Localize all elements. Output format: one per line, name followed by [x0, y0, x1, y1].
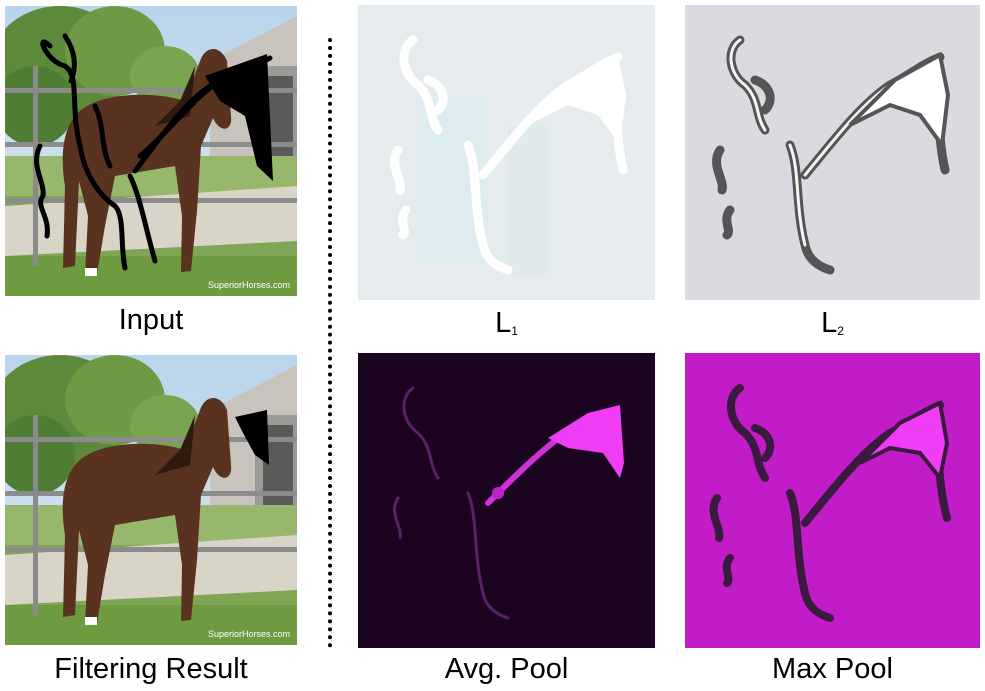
- dotted-divider: [328, 38, 332, 648]
- caption-avg-pool: Avg. Pool: [444, 653, 569, 685]
- caption-l2-letter: L: [821, 307, 838, 339]
- watermark-text-2: SuperiorHorses.com: [208, 629, 290, 639]
- filtering-result-photo: SuperiorHorses.com: [5, 355, 297, 645]
- caption-l2: L2: [685, 306, 980, 345]
- input-photo: SuperiorHorses.com: [5, 6, 297, 296]
- caption-input: Input: [118, 304, 184, 336]
- l1-map: [358, 5, 655, 300]
- watermark-text: SuperiorHorses.com: [208, 280, 290, 290]
- caption-max-pool: Max Pool: [772, 653, 893, 685]
- l2-map: [685, 5, 980, 300]
- caption-l1-letter: L: [495, 307, 512, 339]
- caption-l1: L1: [358, 306, 655, 345]
- avg-pool-map: [358, 353, 655, 648]
- caption-l1-sub: 1: [511, 324, 518, 338]
- caption-l2-sub: 2: [837, 324, 844, 338]
- caption-filtering-result: Filtering Result: [54, 653, 248, 685]
- max-pool-map: [685, 353, 980, 648]
